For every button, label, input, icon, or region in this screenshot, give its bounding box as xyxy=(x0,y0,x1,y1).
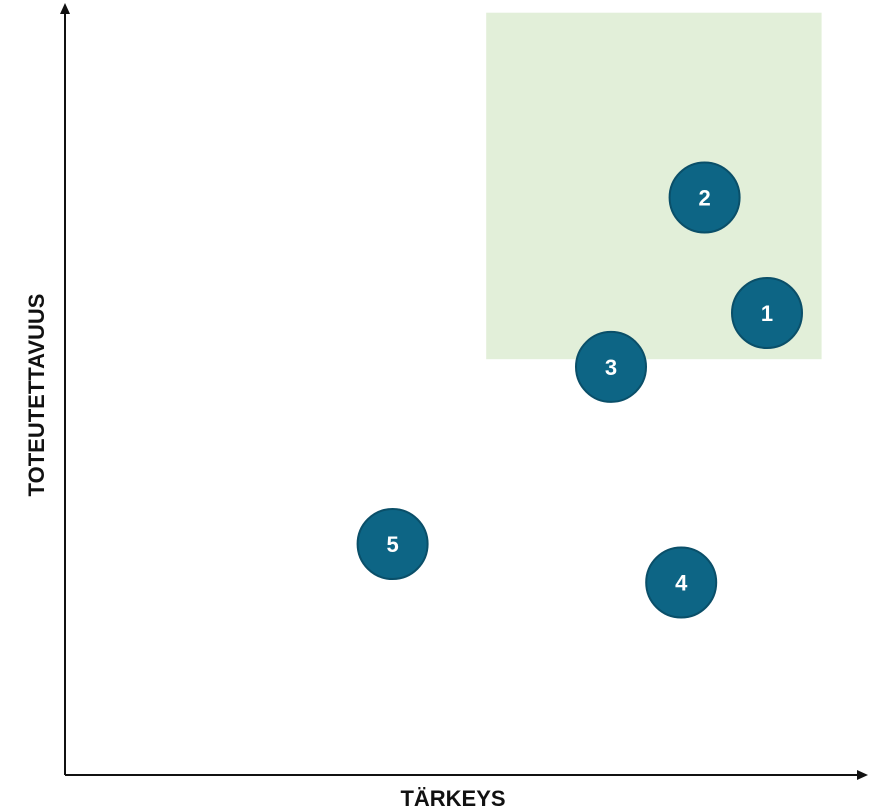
point-label: 1 xyxy=(761,301,773,326)
point-marker xyxy=(731,277,803,349)
point-marker xyxy=(356,508,429,580)
y-axis-arrow-icon xyxy=(60,3,70,14)
scatter-point-5: 5 xyxy=(356,508,429,580)
point-label: 3 xyxy=(605,355,617,380)
scatter-point-1: 1 xyxy=(731,277,803,349)
scatter-point-3: 3 xyxy=(575,330,647,403)
scatter-points: 1 2 3 4 5 xyxy=(356,161,803,619)
scatter-point-4: 4 xyxy=(645,546,718,619)
point-label: 5 xyxy=(386,532,398,557)
point-marker xyxy=(645,546,718,619)
x-axis-arrow-icon xyxy=(857,770,868,780)
scatter-point-2: 2 xyxy=(668,161,741,234)
x-axis-title: TÄRKEYS xyxy=(400,786,505,810)
point-marker xyxy=(668,161,741,234)
point-label: 2 xyxy=(698,186,710,211)
y-axis-title: TOTEUTETTAVUUS xyxy=(24,294,49,497)
point-marker xyxy=(575,330,647,403)
point-label: 4 xyxy=(675,571,688,596)
